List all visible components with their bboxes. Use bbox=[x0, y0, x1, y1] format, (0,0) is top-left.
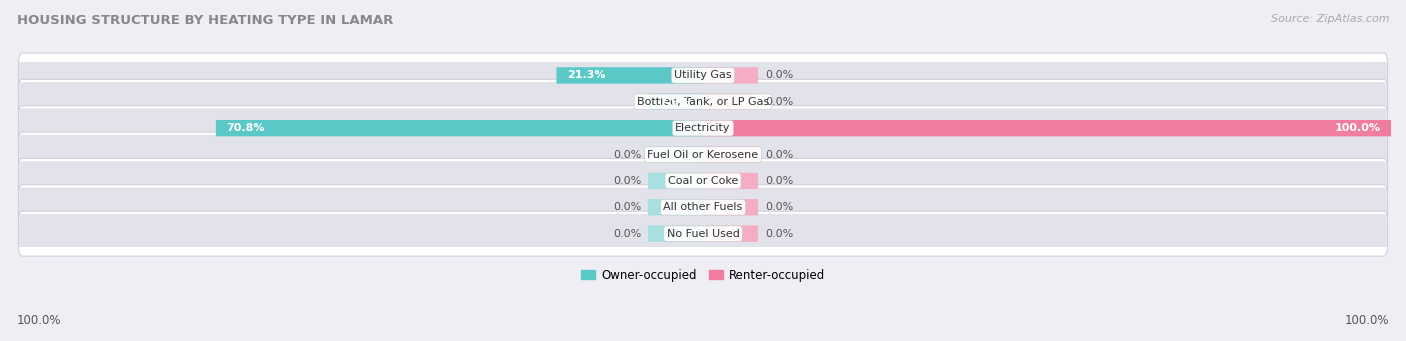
FancyBboxPatch shape bbox=[648, 173, 703, 189]
FancyBboxPatch shape bbox=[20, 188, 1386, 227]
Text: All other Fuels: All other Fuels bbox=[664, 202, 742, 212]
Text: Electricity: Electricity bbox=[675, 123, 731, 133]
Text: 0.0%: 0.0% bbox=[613, 176, 641, 186]
FancyBboxPatch shape bbox=[648, 225, 703, 242]
FancyBboxPatch shape bbox=[703, 146, 758, 163]
FancyBboxPatch shape bbox=[648, 94, 703, 110]
Text: 0.0%: 0.0% bbox=[613, 229, 641, 239]
FancyBboxPatch shape bbox=[703, 225, 758, 242]
FancyBboxPatch shape bbox=[20, 108, 1386, 148]
FancyBboxPatch shape bbox=[20, 161, 1386, 201]
Text: 0.0%: 0.0% bbox=[765, 176, 793, 186]
Text: 0.0%: 0.0% bbox=[765, 97, 793, 107]
FancyBboxPatch shape bbox=[18, 79, 1388, 124]
Text: 100.0%: 100.0% bbox=[1344, 314, 1389, 327]
Text: 21.3%: 21.3% bbox=[567, 70, 605, 80]
FancyBboxPatch shape bbox=[18, 132, 1388, 177]
Text: Utility Gas: Utility Gas bbox=[675, 70, 731, 80]
FancyBboxPatch shape bbox=[20, 56, 1386, 95]
Text: 0.0%: 0.0% bbox=[765, 202, 793, 212]
Text: 7.9%: 7.9% bbox=[659, 97, 690, 107]
FancyBboxPatch shape bbox=[18, 185, 1388, 230]
Text: 100.0%: 100.0% bbox=[1334, 123, 1381, 133]
FancyBboxPatch shape bbox=[703, 173, 758, 189]
Text: 0.0%: 0.0% bbox=[613, 202, 641, 212]
Text: Fuel Oil or Kerosene: Fuel Oil or Kerosene bbox=[647, 150, 759, 160]
FancyBboxPatch shape bbox=[18, 211, 1388, 256]
Text: HOUSING STRUCTURE BY HEATING TYPE IN LAMAR: HOUSING STRUCTURE BY HEATING TYPE IN LAM… bbox=[17, 14, 394, 27]
FancyBboxPatch shape bbox=[703, 94, 758, 110]
Text: Bottled, Tank, or LP Gas: Bottled, Tank, or LP Gas bbox=[637, 97, 769, 107]
FancyBboxPatch shape bbox=[18, 106, 1388, 151]
Text: 0.0%: 0.0% bbox=[613, 150, 641, 160]
Text: 0.0%: 0.0% bbox=[765, 70, 793, 80]
Text: 70.8%: 70.8% bbox=[226, 123, 264, 133]
FancyBboxPatch shape bbox=[703, 67, 758, 84]
FancyBboxPatch shape bbox=[557, 67, 703, 84]
FancyBboxPatch shape bbox=[703, 120, 1391, 136]
FancyBboxPatch shape bbox=[217, 120, 703, 136]
FancyBboxPatch shape bbox=[18, 159, 1388, 203]
Text: 0.0%: 0.0% bbox=[765, 229, 793, 239]
Text: 0.0%: 0.0% bbox=[765, 150, 793, 160]
Text: 100.0%: 100.0% bbox=[17, 314, 62, 327]
FancyBboxPatch shape bbox=[20, 135, 1386, 174]
FancyBboxPatch shape bbox=[20, 82, 1386, 122]
Text: No Fuel Used: No Fuel Used bbox=[666, 229, 740, 239]
Text: Source: ZipAtlas.com: Source: ZipAtlas.com bbox=[1271, 14, 1389, 24]
Text: Coal or Coke: Coal or Coke bbox=[668, 176, 738, 186]
FancyBboxPatch shape bbox=[648, 146, 703, 163]
FancyBboxPatch shape bbox=[703, 199, 758, 216]
FancyBboxPatch shape bbox=[648, 199, 703, 216]
FancyBboxPatch shape bbox=[18, 53, 1388, 98]
Legend: Owner-occupied, Renter-occupied: Owner-occupied, Renter-occupied bbox=[581, 269, 825, 282]
FancyBboxPatch shape bbox=[20, 214, 1386, 253]
